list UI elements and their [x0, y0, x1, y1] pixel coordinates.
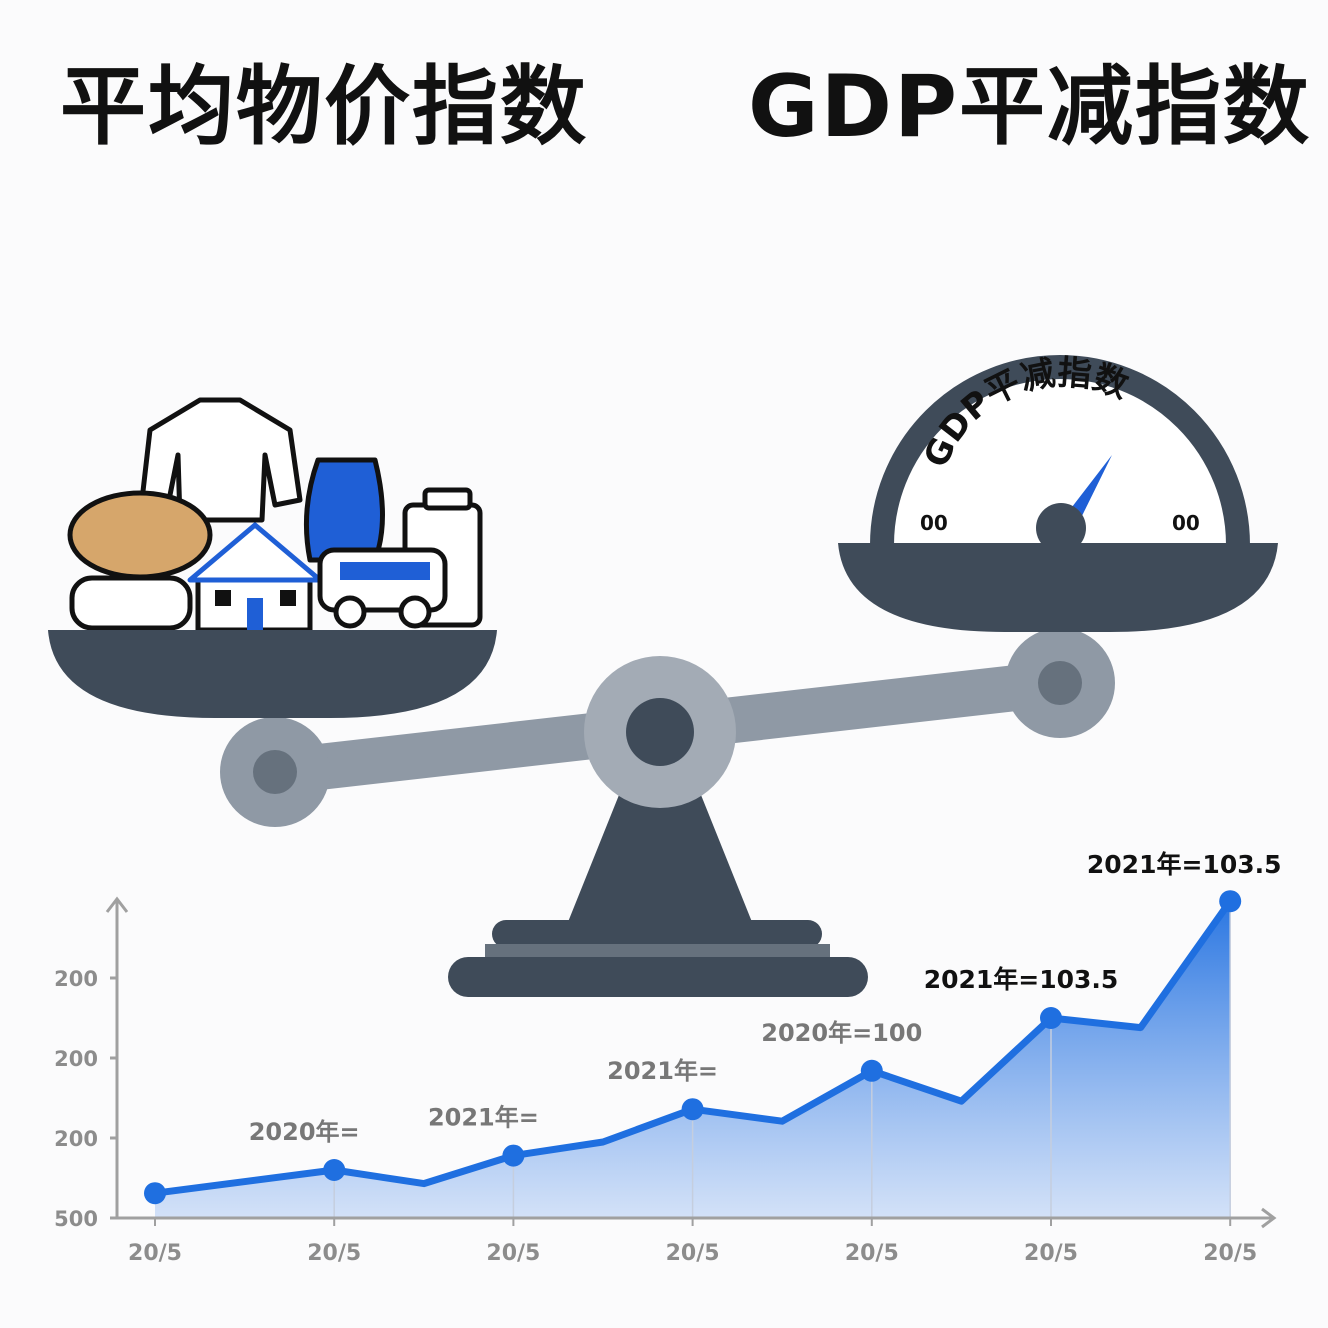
index-line-chart: 500 200 200 200 20/5 20/5 20/5 20/5 20/5 20/5 20/5… — [54, 850, 1281, 1266]
x-tick-label: 20/5 — [845, 1241, 899, 1266]
gdp-gauge: GDP平减指数 00 00 — [870, 353, 1250, 553]
bread-icon — [67, 490, 213, 580]
data-annotation: 2021年= — [428, 1104, 539, 1132]
x-axis-arrow — [1261, 1207, 1277, 1229]
chart-area — [155, 901, 1231, 1218]
data-point — [1040, 1007, 1062, 1029]
x-tick-label: 20/5 — [1024, 1241, 1078, 1266]
x-tick-label: 20/5 — [307, 1241, 361, 1266]
data-point — [681, 1098, 704, 1121]
data-point — [323, 1159, 346, 1181]
x-tick-label: 20/5 — [1203, 1241, 1257, 1266]
data-annotation: 2021年=103.5 — [924, 965, 1119, 994]
x-tick-label: 20/5 — [666, 1241, 720, 1266]
right-pan — [838, 543, 1278, 632]
left-pan — [48, 630, 497, 718]
data-annotation: 2020年=100 — [761, 1019, 922, 1047]
scale-stand — [448, 780, 868, 997]
data-annotation: 2021年= — [607, 1057, 718, 1085]
scale-beam — [220, 628, 1115, 827]
y-tick-label: 200 — [54, 1047, 98, 1071]
basket-of-goods — [67, 397, 483, 633]
y-axis-arrow — [105, 896, 129, 913]
gauge-left-value: 00 — [920, 511, 948, 535]
title-average-price-index: 平均物价指数 — [60, 57, 588, 157]
data-point — [502, 1144, 525, 1167]
y-tick-label: 200 — [54, 1127, 98, 1151]
x-tick-label: 20/5 — [486, 1241, 540, 1266]
y-tick-label: 200 — [54, 967, 98, 991]
data-annotation: 2020年= — [249, 1118, 360, 1146]
y-tick-label: 500 — [54, 1207, 98, 1231]
data-point — [860, 1059, 883, 1082]
bag-icon — [303, 457, 385, 563]
chart-line — [154, 899, 1234, 1197]
book-icon — [69, 575, 193, 631]
data-annotation: 2021年=103.5 — [1087, 850, 1282, 879]
data-point — [1219, 890, 1242, 913]
gauge-right-value: 00 — [1172, 511, 1200, 535]
house-icon — [187, 522, 323, 633]
x-tick-label: 20/5 — [128, 1241, 182, 1266]
car-icon — [317, 547, 448, 629]
title-gdp-deflator: GDP平减指数 — [748, 57, 1312, 157]
data-point — [144, 1182, 166, 1205]
